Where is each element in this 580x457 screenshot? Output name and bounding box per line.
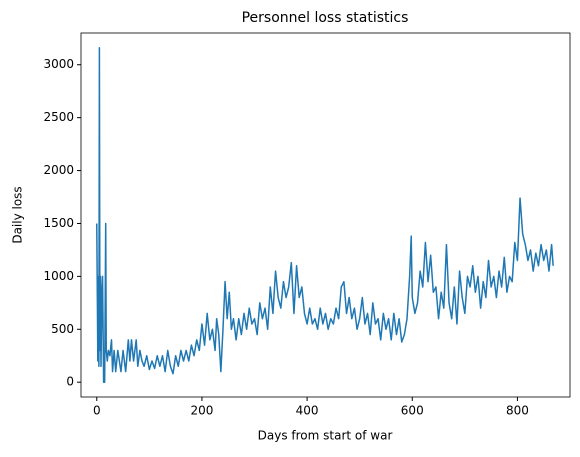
y-tick-label: 2500 (43, 110, 74, 124)
x-tick-label: 400 (296, 404, 319, 418)
y-tick-label: 0 (66, 375, 74, 389)
line-series (96, 47, 554, 383)
x-tick-label: 600 (401, 404, 424, 418)
y-tick-label: 1000 (43, 269, 74, 283)
y-tick-label: 3000 (43, 57, 74, 71)
plot-frame (80, 32, 571, 398)
y-tick-label: 2000 (43, 163, 74, 177)
y-axis-label: Daily loss (11, 186, 25, 243)
x-tick-label: 200 (190, 404, 213, 418)
x-tick-label: 800 (506, 404, 529, 418)
y-tick-label: 500 (51, 322, 74, 336)
x-tick-label: 0 (93, 404, 101, 418)
chart-title: Personnel loss statistics (242, 10, 409, 26)
y-tick-label: 1500 (43, 216, 74, 230)
x-axis-label: Days from start of war (258, 429, 393, 443)
